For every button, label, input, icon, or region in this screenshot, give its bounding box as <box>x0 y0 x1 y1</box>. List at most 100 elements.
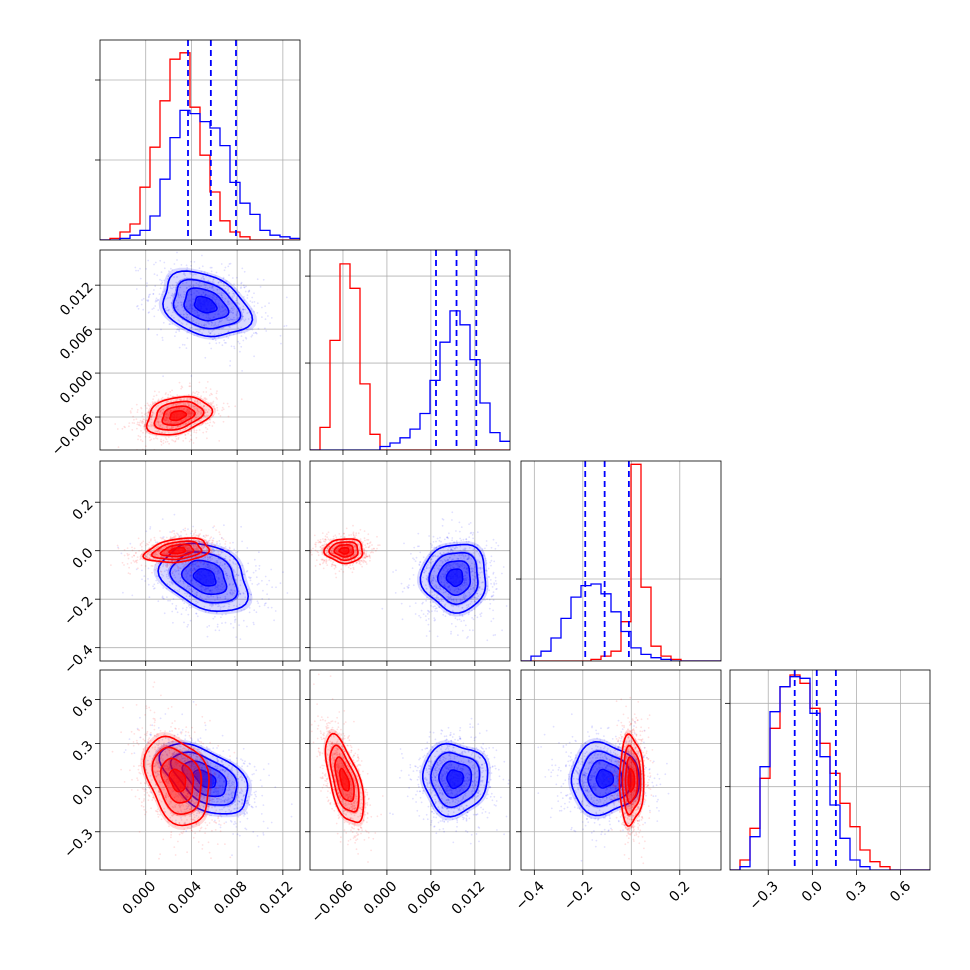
red-sample-point <box>142 551 145 553</box>
blue-sample-point <box>437 587 440 590</box>
blue-sample-point <box>443 567 445 570</box>
blue-sample-point <box>222 276 225 279</box>
blue-sample-point <box>240 331 243 334</box>
blue-sample-point <box>217 312 220 315</box>
blue-sample-point <box>170 581 173 584</box>
red-sample-point <box>194 531 197 534</box>
red-sample-point <box>178 536 181 539</box>
red-sample-point <box>186 547 188 550</box>
blue-sample-point <box>195 603 197 605</box>
blue-sample-point <box>164 298 167 300</box>
blue-sample-point <box>440 540 442 543</box>
blue-sample-point <box>279 334 282 337</box>
blue-sample-point <box>464 579 466 582</box>
blue-sample-point <box>261 598 264 600</box>
blue-sample-point <box>456 546 458 549</box>
blue-sample-point <box>180 322 183 324</box>
red-sample-point <box>164 415 167 418</box>
blue-sample-point <box>229 589 232 592</box>
blue-sample-point <box>467 635 469 638</box>
blue-sample-point <box>233 295 236 297</box>
blue-sample-point <box>441 524 444 527</box>
blue-sample-point <box>224 308 227 311</box>
blue-sample-point <box>147 300 149 303</box>
blue-sample-point <box>431 594 434 597</box>
blue-sample-point <box>449 614 451 616</box>
blue-sample-point <box>461 599 463 602</box>
blue-sample-point <box>461 563 464 566</box>
red-sample-point <box>133 422 136 424</box>
blue-sample-point <box>463 547 466 550</box>
blue-sample-point <box>217 605 219 608</box>
blue-sample-point <box>207 611 210 613</box>
blue-sample-point <box>215 611 218 614</box>
blue-sample-point <box>231 600 234 603</box>
blue-sample-point <box>435 596 438 598</box>
blue-sample-point <box>145 555 148 558</box>
red-sample-point <box>183 544 186 547</box>
red-sample-point <box>183 398 186 400</box>
red-sample-point <box>191 560 194 562</box>
blue-sample-point <box>154 541 157 544</box>
blue-sample-point <box>163 570 166 573</box>
blue-sample-point <box>206 272 209 275</box>
blue-sample-point <box>185 277 188 279</box>
red-sample-point <box>228 558 231 561</box>
red-sample-point <box>202 547 204 550</box>
blue-sample-point <box>424 584 427 587</box>
red-sample-point <box>334 564 337 567</box>
red-sample-point <box>184 529 187 532</box>
blue-sample-point <box>146 299 148 302</box>
red-sample-point <box>185 411 188 413</box>
blue-sample-point <box>461 565 464 567</box>
blue-sample-point <box>190 579 193 582</box>
blue-sample-point <box>251 334 254 337</box>
blue-sample-point <box>425 567 428 570</box>
blue-sample-point <box>178 588 181 591</box>
blue-sample-point <box>161 281 164 284</box>
blue-sample-point <box>463 555 465 558</box>
red-sample-point <box>367 546 370 549</box>
blue-sample-point <box>476 597 479 600</box>
blue-sample-point <box>233 283 235 286</box>
red-sample-point <box>198 549 200 552</box>
blue-sample-point <box>426 609 429 612</box>
blue-sample-point <box>230 345 233 348</box>
blue-sample-point <box>228 303 231 305</box>
red-contour-0 <box>142 537 211 564</box>
blue-sample-point <box>182 313 185 316</box>
red-sample-point <box>174 404 177 407</box>
red-sample-point <box>209 546 212 549</box>
red-sample-point <box>189 430 192 433</box>
red-sample-point <box>166 563 169 566</box>
blue-sample-point <box>476 550 478 553</box>
blue-sample-point <box>230 592 232 594</box>
blue-sample-point <box>135 288 138 290</box>
red-sample-point <box>172 536 175 539</box>
blue-sample-point <box>190 564 193 567</box>
red-sample-point <box>172 400 175 403</box>
blue-sample-point <box>469 567 472 570</box>
red-sample-point <box>339 556 341 559</box>
red-sample-point <box>160 438 163 441</box>
blue-sample-point <box>203 545 206 548</box>
red-sample-point <box>141 422 144 425</box>
blue-sample-point <box>460 589 463 592</box>
red-sample-point <box>197 548 200 550</box>
red-sample-point <box>151 411 154 414</box>
red-sample-point <box>166 425 169 427</box>
red-sample-point <box>133 554 135 557</box>
red-sample-point <box>363 551 365 554</box>
blue-sample-point <box>187 300 190 302</box>
blue-sample-point <box>235 299 238 302</box>
red-sample-point <box>350 556 353 558</box>
red-sample-point <box>137 434 140 437</box>
red-sample-point <box>354 551 357 553</box>
blue-sample-point <box>479 586 481 588</box>
blue-sample-point <box>492 594 495 597</box>
red-sample-point <box>198 534 201 537</box>
blue-sample-point <box>168 270 170 273</box>
blue-sample-point <box>137 269 140 272</box>
red-sample-point <box>166 416 168 419</box>
blue-sample-point <box>190 567 193 570</box>
